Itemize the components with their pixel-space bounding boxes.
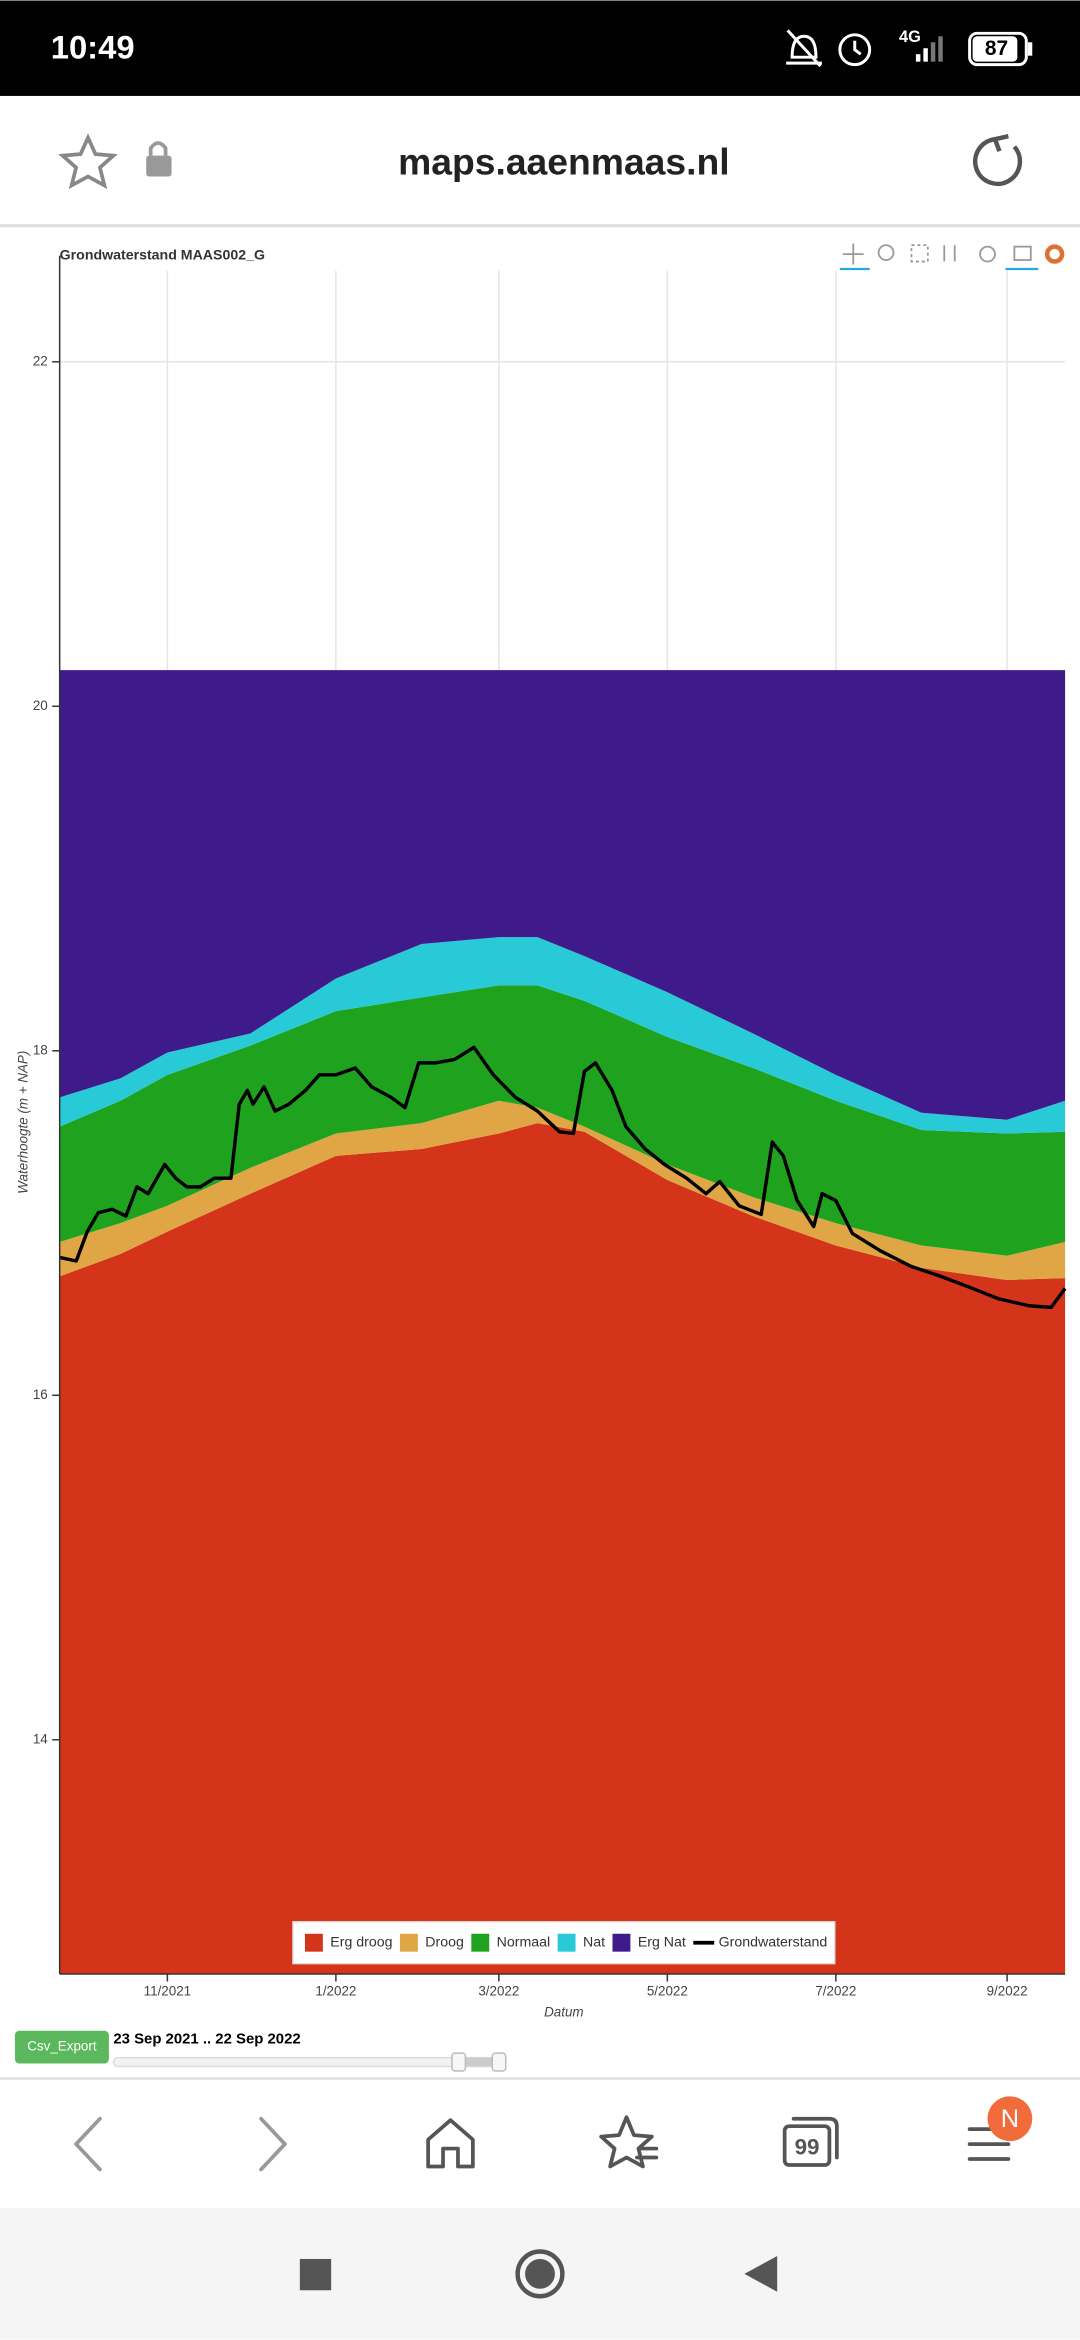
legend-label: Nat xyxy=(583,1934,605,1950)
logo xyxy=(1044,244,1065,264)
area-band xyxy=(59,985,1066,1256)
range-slider-track[interactable] xyxy=(112,2056,505,2068)
battery-percent: 87 xyxy=(985,37,1008,60)
chart: Grondwaterstand MAAS002_G 14 16 18 20 22 11/2… xyxy=(15,243,1067,2019)
x-tick-label: 1/2022 xyxy=(315,1983,356,1998)
x-tick-label: 11/2021 xyxy=(144,1983,191,1998)
back-button[interactable] xyxy=(74,2116,102,2172)
area-band xyxy=(59,1123,1066,1975)
bookmark-button[interactable] xyxy=(58,133,118,190)
y-tick-label: 16 xyxy=(33,1387,48,1402)
status-icons xyxy=(786,29,872,68)
battery-icon xyxy=(968,31,1028,67)
range-handle-start[interactable] xyxy=(451,2052,467,2072)
nav-bar xyxy=(0,2079,1080,2209)
reset-tool[interactable] xyxy=(979,245,996,263)
url[interactable]: maps.aaenmaas.nl xyxy=(398,140,730,182)
home-button[interactable] xyxy=(426,2118,475,2169)
home-system-dot xyxy=(525,2258,555,2289)
tabs-button[interactable] xyxy=(782,2124,832,2167)
pan-tool[interactable] xyxy=(842,243,864,265)
legend: Erg droog Droog Normaal Nat Erg Nat Grondwate… xyxy=(292,1921,836,1965)
y-axis-label: Waterhoogte (m + NAP) xyxy=(15,1051,30,1194)
x-tick-label: 5/2022 xyxy=(647,1983,688,1998)
recents-button[interactable] xyxy=(299,2258,332,2291)
legend-label: Erg droog xyxy=(330,1934,392,1950)
chart-toolbar xyxy=(839,243,1065,271)
alarm-hands xyxy=(853,40,862,56)
y-tick-label: 22 xyxy=(33,353,48,368)
area-band xyxy=(59,1100,1066,1280)
battery-tip xyxy=(1027,42,1033,56)
y-tick-label: 20 xyxy=(33,698,48,713)
line-series xyxy=(59,1045,1067,1310)
date-range-label: 23 Sep 2021 .. 22 Sep 2022 xyxy=(113,2032,300,2048)
area-band xyxy=(59,670,1066,1120)
legend-swatch xyxy=(399,1933,418,1952)
browser-bar xyxy=(0,95,1080,228)
network-label: 4G xyxy=(899,28,921,46)
mute-icon xyxy=(786,29,822,68)
csv-export-label[interactable]: Csv_Export xyxy=(27,2039,97,2054)
y-tick-label: 14 xyxy=(33,1731,48,1746)
legend-swatch xyxy=(557,1933,576,1952)
tabs-stack xyxy=(791,2116,839,2160)
legend-swatch xyxy=(304,1933,323,1952)
range-slider-fill xyxy=(459,2057,499,2067)
box-zoom-tool[interactable] xyxy=(910,244,929,263)
wheel-tool[interactable] xyxy=(943,245,956,262)
x-axis-label: Datum xyxy=(544,2004,584,2019)
legend-label: Erg Nat xyxy=(638,1934,686,1950)
chart-title: Grondwaterstand MAAS002_G xyxy=(60,247,265,263)
x-tick-label: 9/2022 xyxy=(987,1983,1028,1998)
range-handle-end[interactable] xyxy=(491,2052,507,2072)
alarm-icon xyxy=(838,33,872,67)
home-system-button[interactable] xyxy=(515,2249,565,2299)
clock: 10:49 xyxy=(51,28,135,65)
tabs-count: 99 xyxy=(795,2134,820,2159)
y-tick-label: 18 xyxy=(33,1042,48,1057)
csv-export-button[interactable] xyxy=(14,2030,109,2064)
legend-swatch xyxy=(612,1933,631,1952)
x-tick-label: 3/2022 xyxy=(478,1983,519,1998)
area-band xyxy=(59,937,1066,1134)
hover-tool[interactable] xyxy=(1013,245,1032,261)
legend-label: Droog xyxy=(425,1934,464,1950)
legend-label: Grondwaterstand xyxy=(719,1934,828,1950)
forward-button[interactable] xyxy=(259,2116,287,2172)
x-tick-label: 7/2022 xyxy=(815,1983,856,1998)
battery-level xyxy=(972,36,1018,62)
back-system-button[interactable] xyxy=(744,2255,778,2292)
plot: 14 16 18 20 22 11/2021 1/2022 3/2022 5/2022 7/202… xyxy=(33,255,1067,1998)
legend-swatch xyxy=(471,1933,490,1952)
profile-initial: N xyxy=(1001,2105,1019,2133)
status-bar xyxy=(0,0,1080,96)
bookmarks-button[interactable] xyxy=(599,2115,659,2169)
legend-label: Normaal xyxy=(497,1934,550,1950)
reload-button[interactable] xyxy=(973,134,1023,187)
signal-icon xyxy=(915,36,943,62)
profile-badge[interactable] xyxy=(987,2096,1033,2142)
zoom-tool[interactable] xyxy=(877,244,895,261)
lock-icon xyxy=(146,141,172,177)
